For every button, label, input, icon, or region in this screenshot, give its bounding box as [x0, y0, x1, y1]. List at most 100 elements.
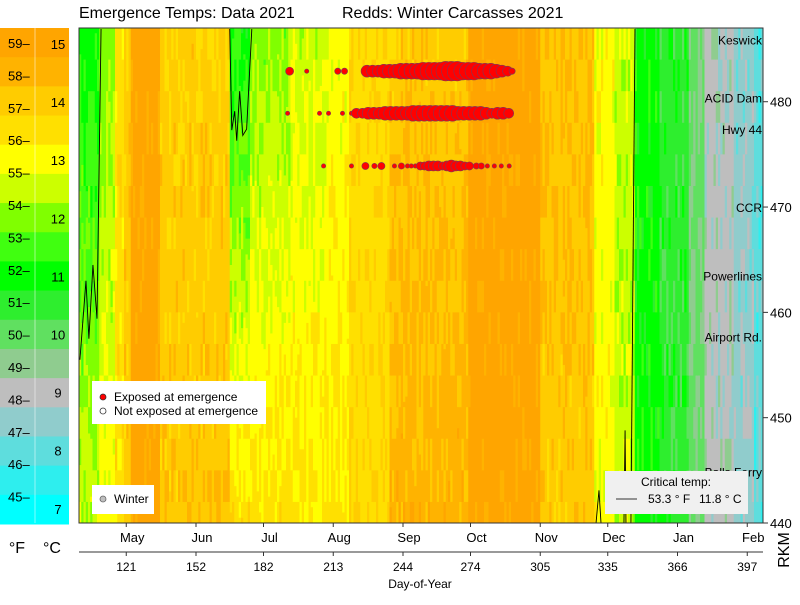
heatmap-cell	[742, 280, 746, 345]
heatmap-cell	[443, 501, 447, 523]
heatmap-cell	[313, 185, 316, 218]
heatmap-cell	[747, 438, 750, 523]
heatmap-cell	[268, 296, 271, 345]
heatmap-cell	[445, 470, 449, 523]
heatmap-cell	[207, 501, 210, 523]
heatmap-cell	[166, 501, 170, 523]
heatmap-cell	[727, 375, 730, 440]
heatmap-cell	[459, 28, 462, 92]
heatmap-cell	[463, 280, 467, 313]
heatmap-cell	[346, 407, 350, 440]
heatmap-cell	[270, 28, 273, 60]
heatmap-cell	[569, 217, 573, 313]
heatmap-cell	[517, 185, 521, 313]
heatmap-cell	[585, 122, 588, 229]
heatmap-cell	[659, 91, 663, 124]
heatmap-cell	[614, 28, 618, 92]
heatmap-cell	[191, 43, 195, 60]
heatmap-cell	[209, 249, 213, 471]
heatmap-cell	[745, 28, 748, 60]
heatmap-cell	[495, 28, 498, 523]
heatmap-cell	[322, 59, 325, 92]
heatmap-cell	[169, 438, 172, 471]
heatmap-cell	[340, 122, 343, 155]
heatmap-cell	[130, 185, 134, 503]
heatmap-cell	[223, 154, 226, 218]
heatmap-cell	[261, 28, 264, 92]
heatmap-cell	[605, 438, 609, 471]
heatmap-cell	[605, 59, 609, 408]
heatmap-cell	[110, 312, 114, 324]
heatmap-cell	[578, 249, 582, 282]
heatmap-cell	[92, 28, 96, 92]
heatmap-cell	[547, 122, 550, 187]
heatmap-cell	[412, 280, 415, 440]
heatmap-cell	[430, 249, 433, 282]
heatmap-cell	[589, 470, 593, 523]
heatmap-cell	[124, 154, 127, 187]
heatmap-cell	[502, 501, 505, 523]
heatmap-cell	[556, 28, 559, 60]
heatmap-cell	[187, 343, 190, 376]
heatmap-cell	[259, 122, 262, 155]
heatmap-cell	[596, 59, 600, 92]
heatmap-cell	[733, 407, 737, 440]
heatmap-cell	[378, 312, 381, 376]
heatmap-cell	[477, 312, 480, 523]
heatmap-cell	[720, 91, 723, 124]
heatmap-cell	[277, 54, 280, 60]
redd-point	[285, 110, 291, 116]
heatmap-cell	[364, 407, 368, 523]
heatmap-cell	[740, 28, 744, 60]
heatmap-cell	[715, 122, 719, 155]
heatmap-cell	[115, 438, 118, 471]
heatmap-cell	[648, 28, 651, 60]
heatmap-cell	[277, 470, 280, 503]
heatmap-cell	[445, 154, 449, 218]
heatmap-cell	[367, 407, 370, 440]
heatmap-cell	[511, 185, 514, 250]
heatmap-cell	[632, 249, 636, 282]
heatmap-cell	[461, 217, 465, 250]
celsius-unit-label: °C	[43, 540, 61, 557]
heatmap-cell	[569, 407, 573, 523]
heatmap-cell	[173, 343, 177, 376]
heatmap-cell	[389, 312, 393, 345]
heatmap-cell	[250, 122, 253, 155]
heatmap-cell	[522, 470, 525, 523]
heatmap-cell	[709, 312, 712, 345]
heatmap-cell	[700, 280, 703, 313]
heatmap-cell	[448, 480, 451, 503]
heatmap-cell	[117, 185, 120, 345]
heatmap-cell	[317, 280, 321, 313]
heatmap-cell	[461, 185, 465, 218]
heatmap-cell	[304, 375, 307, 503]
heatmap-cell	[274, 91, 278, 229]
heatmap-cell	[405, 396, 408, 471]
heatmap-cell	[112, 91, 116, 187]
heatmap-cell	[706, 154, 710, 523]
heatmap-cell	[560, 312, 564, 345]
heatmap-cell	[441, 343, 444, 440]
heatmap-cell	[740, 407, 744, 503]
heatmap-cell	[178, 312, 181, 345]
site-label: Hwy 44	[722, 123, 762, 137]
heatmap-cell	[718, 185, 721, 313]
heatmap-cell	[79, 312, 82, 355]
critical-temp-contours	[79, 29, 636, 523]
heatmap-cell	[403, 401, 406, 408]
heatmap-cell	[718, 154, 721, 187]
heatmap-cell	[425, 501, 429, 523]
heatmap-cell	[110, 154, 114, 187]
heatmap-cell	[702, 343, 705, 523]
heatmap-cell	[592, 122, 595, 155]
heatmap-cell	[81, 501, 84, 523]
heatmap-cell	[684, 312, 687, 376]
heatmap-cell	[308, 91, 312, 197]
heatmap-cell	[468, 407, 471, 523]
heatmap-cell	[283, 375, 287, 471]
celsius-tick-label: 14	[51, 95, 65, 110]
heatmap-cell	[443, 249, 447, 313]
heatmap-cell	[625, 185, 629, 250]
heatmap-cell	[171, 59, 174, 440]
